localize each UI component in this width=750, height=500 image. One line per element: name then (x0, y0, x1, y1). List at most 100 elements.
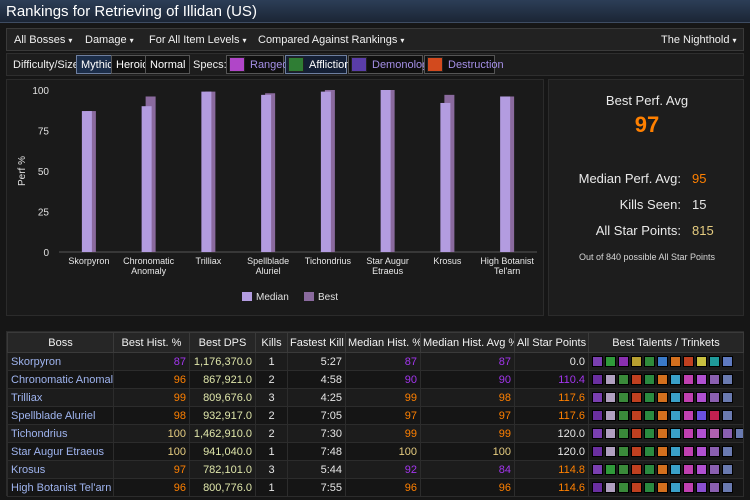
talent-trinket-icon[interactable] (631, 392, 642, 403)
talent-trinket-icon[interactable] (696, 374, 707, 385)
metric-dropdown[interactable]: Damage ▾ (85, 34, 134, 46)
talent-trinket-icon[interactable] (696, 428, 707, 439)
talent-trinket-icon[interactable] (696, 392, 707, 403)
talent-trinket-icon[interactable] (657, 374, 668, 385)
talent-trinket-icon[interactable] (683, 410, 694, 421)
talent-trinket-icon[interactable] (657, 482, 668, 493)
header-best-dps[interactable]: Best DPS (189, 332, 256, 353)
talent-trinket-icon[interactable] (709, 446, 720, 457)
talent-trinket-icon[interactable] (670, 392, 681, 403)
talent-trinket-icon[interactable] (696, 464, 707, 475)
talent-trinket-icon[interactable] (631, 446, 642, 457)
difficulty-normal-button[interactable]: Normal (145, 55, 191, 74)
talent-trinket-icon[interactable] (644, 482, 655, 493)
talent-trinket-icon[interactable] (683, 428, 694, 439)
talent-trinket-icon[interactable] (618, 428, 629, 439)
talent-trinket-icon[interactable] (683, 482, 694, 493)
talent-trinket-icon[interactable] (605, 410, 616, 421)
boss-link[interactable]: High Botanist Tel'arn (7, 478, 114, 497)
talent-trinket-icon[interactable] (631, 410, 642, 421)
talent-trinket-icon[interactable] (696, 356, 707, 367)
talent-trinket-icon[interactable] (618, 482, 629, 493)
talent-trinket-icon[interactable] (670, 374, 681, 385)
header-kills[interactable]: Kills (255, 332, 288, 353)
talent-trinket-icon[interactable] (722, 464, 733, 475)
talent-trinket-icon[interactable] (644, 464, 655, 475)
talent-trinket-icon[interactable] (592, 446, 603, 457)
talent-trinket-icon[interactable] (631, 464, 642, 475)
talent-trinket-icon[interactable] (618, 410, 629, 421)
talent-trinket-icon[interactable] (722, 392, 733, 403)
talent-trinket-icon[interactable] (696, 410, 707, 421)
talent-trinket-icon[interactable] (605, 446, 616, 457)
talent-trinket-icon[interactable] (592, 482, 603, 493)
talent-trinket-icon[interactable] (618, 356, 629, 367)
talent-trinket-icon[interactable] (605, 374, 616, 385)
talent-trinket-icon[interactable] (709, 482, 720, 493)
talent-trinket-icon[interactable] (722, 374, 733, 385)
header-boss[interactable]: Boss (7, 332, 114, 353)
talent-trinket-icon[interactable] (683, 356, 694, 367)
talent-trinket-icon[interactable] (618, 374, 629, 385)
talent-trinket-icon[interactable] (709, 356, 720, 367)
talent-trinket-icon[interactable] (683, 446, 694, 457)
talent-trinket-icon[interactable] (592, 374, 603, 385)
talent-trinket-icon[interactable] (735, 428, 743, 439)
talent-trinket-icon[interactable] (722, 446, 733, 457)
spec-affliction-button[interactable]: Affliction (285, 55, 350, 74)
header-all-star-points[interactable]: All Star Points (514, 332, 589, 353)
talent-trinket-icon[interactable] (618, 464, 629, 475)
talent-trinket-icon[interactable] (709, 392, 720, 403)
boss-link[interactable]: Trilliax (7, 388, 114, 407)
spec-demonology-button[interactable]: Demonology (348, 55, 434, 74)
header-median-hist-pct[interactable]: Median Hist. % (345, 332, 421, 353)
boss-link[interactable]: Skorpyron (7, 352, 114, 371)
talent-trinket-icon[interactable] (644, 410, 655, 421)
talent-trinket-icon[interactable] (722, 482, 733, 493)
header-best-hist-pct[interactable]: Best Hist. % (113, 332, 190, 353)
talent-trinket-icon[interactable] (618, 446, 629, 457)
talent-trinket-icon[interactable] (657, 446, 668, 457)
talent-trinket-icon[interactable] (605, 428, 616, 439)
talent-trinket-icon[interactable] (657, 464, 668, 475)
talent-trinket-icon[interactable] (722, 410, 733, 421)
spec-destruction-button[interactable]: Destruction (424, 55, 504, 74)
talent-trinket-icon[interactable] (592, 356, 603, 367)
boss-link[interactable]: Chronomatic Anomaly (7, 370, 114, 389)
talent-trinket-icon[interactable] (631, 482, 642, 493)
raid-dropdown[interactable]: The Nighthold ▾ (661, 34, 737, 46)
talent-trinket-icon[interactable] (644, 356, 655, 367)
talent-trinket-icon[interactable] (683, 374, 694, 385)
talent-trinket-icon[interactable] (605, 392, 616, 403)
difficulty-heroic-button[interactable]: Heroic (111, 55, 153, 74)
spec-ranged-button[interactable]: Ranged (226, 55, 289, 74)
header-median-hist-avg-pct[interactable]: Median Hist. Avg % (420, 332, 515, 353)
talent-trinket-icon[interactable] (592, 392, 603, 403)
talent-trinket-icon[interactable] (722, 356, 733, 367)
talent-trinket-icon[interactable] (605, 464, 616, 475)
talent-trinket-icon[interactable] (709, 410, 720, 421)
header-fastest-kill[interactable]: Fastest Kill (287, 332, 346, 353)
boss-link[interactable]: Star Augur Etraeus (7, 442, 114, 461)
talent-trinket-icon[interactable] (696, 446, 707, 457)
talent-trinket-icon[interactable] (644, 374, 655, 385)
boss-link[interactable]: Krosus (7, 460, 114, 479)
talent-trinket-icon[interactable] (657, 392, 668, 403)
bosses-dropdown[interactable]: All Bosses ▾ (14, 34, 72, 46)
talent-trinket-icon[interactable] (670, 410, 681, 421)
talent-trinket-icon[interactable] (670, 482, 681, 493)
talent-trinket-icon[interactable] (670, 356, 681, 367)
talent-trinket-icon[interactable] (670, 464, 681, 475)
talent-trinket-icon[interactable] (644, 428, 655, 439)
talent-trinket-icon[interactable] (709, 428, 720, 439)
talent-trinket-icon[interactable] (592, 410, 603, 421)
talent-trinket-icon[interactable] (644, 392, 655, 403)
talent-trinket-icon[interactable] (592, 428, 603, 439)
talent-trinket-icon[interactable] (657, 356, 668, 367)
boss-link[interactable]: Tichondrius (7, 424, 114, 443)
talent-trinket-icon[interactable] (683, 464, 694, 475)
talent-trinket-icon[interactable] (657, 428, 668, 439)
talent-trinket-icon[interactable] (670, 446, 681, 457)
talent-trinket-icon[interactable] (605, 482, 616, 493)
talent-trinket-icon[interactable] (683, 392, 694, 403)
